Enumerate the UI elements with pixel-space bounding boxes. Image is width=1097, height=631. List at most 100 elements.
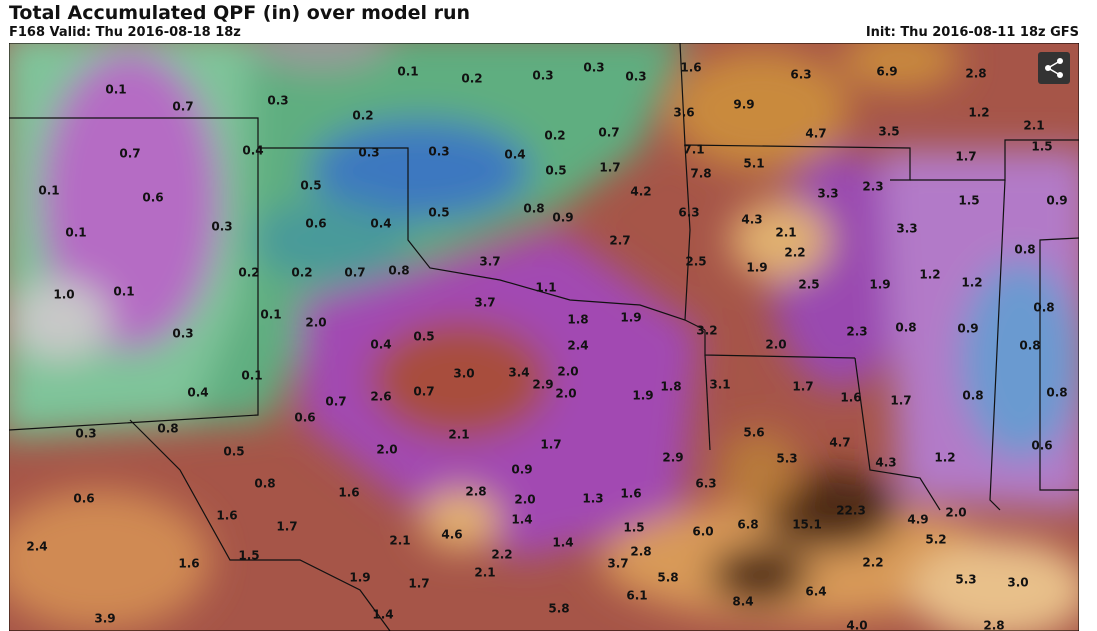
qpf-label: 0.8 <box>1014 243 1035 257</box>
qpf-label: 4.6 <box>441 528 462 542</box>
qpf-label: 0.8 <box>962 389 983 403</box>
share-button[interactable] <box>1038 52 1070 84</box>
qpf-label: 2.0 <box>557 365 578 379</box>
qpf-label: 3.2 <box>696 324 717 338</box>
qpf-label: 0.9 <box>511 463 532 477</box>
qpf-label: 2.8 <box>965 67 986 81</box>
qpf-label: 0.8 <box>157 422 178 436</box>
qpf-label: 1.7 <box>408 577 429 591</box>
qpf-label: 2.0 <box>765 338 786 352</box>
qpf-label: 0.1 <box>397 65 418 79</box>
qpf-label: 0.3 <box>583 61 604 75</box>
qpf-label: 0.3 <box>358 146 379 160</box>
qpf-label: 0.3 <box>172 327 193 341</box>
qpf-label: 1.2 <box>968 106 989 120</box>
qpf-label: 0.8 <box>1046 386 1067 400</box>
qpf-label: 1.2 <box>934 451 955 465</box>
qpf-label: 0.2 <box>461 72 482 86</box>
qpf-label: 3.0 <box>1007 576 1028 590</box>
qpf-label: 4.7 <box>805 127 826 141</box>
qpf-label: 4.3 <box>741 213 762 227</box>
qpf-label: 6.1 <box>626 589 647 603</box>
qpf-label: 1.5 <box>1031 140 1052 154</box>
qpf-label: 3.3 <box>896 222 917 236</box>
qpf-label: 0.1 <box>113 285 134 299</box>
qpf-label: 0.6 <box>73 492 94 506</box>
title: Total Accumulated QPF (in) over model ru… <box>9 2 471 24</box>
qpf-label: 0.7 <box>598 126 619 140</box>
qpf-label: 0.5 <box>300 179 321 193</box>
qpf-label: 0.3 <box>75 427 96 441</box>
qpf-label: 0.9 <box>1046 194 1067 208</box>
qpf-label: 3.0 <box>453 367 474 381</box>
qpf-label: 0.8 <box>388 264 409 278</box>
qpf-label: 1.6 <box>338 486 359 500</box>
qpf-label: 2.0 <box>945 506 966 520</box>
qpf-label: 0.1 <box>241 369 262 383</box>
qpf-label: 0.1 <box>65 226 86 240</box>
qpf-label: 2.3 <box>862 180 883 194</box>
qpf-label: 3.6 <box>673 106 694 120</box>
qpf-label: 2.2 <box>491 548 512 562</box>
qpf-label: 3.3 <box>817 187 838 201</box>
qpf-label: 2.9 <box>532 378 553 392</box>
qpf-label: 6.4 <box>805 585 826 599</box>
qpf-label: 6.3 <box>790 68 811 82</box>
qpf-label: 1.8 <box>660 380 681 394</box>
qpf-label: 1.4 <box>511 513 532 527</box>
header: Total Accumulated QPF (in) over model ru… <box>0 0 1097 43</box>
qpf-label: 1.9 <box>632 389 653 403</box>
qpf-label: 0.5 <box>413 330 434 344</box>
qpf-label: 2.3 <box>846 325 867 339</box>
qpf-label: 1.7 <box>276 520 297 534</box>
qpf-label: 2.5 <box>798 278 819 292</box>
qpf-label: 1.6 <box>680 61 701 75</box>
qpf-label: 22.3 <box>836 504 866 518</box>
qpf-label: 1.3 <box>582 492 603 506</box>
qpf-label: 2.1 <box>389 534 410 548</box>
qpf-label: 0.8 <box>254 477 275 491</box>
qpf-label: 6.3 <box>678 206 699 220</box>
qpf-label: 0.2 <box>291 266 312 280</box>
qpf-label: 2.2 <box>862 556 883 570</box>
qpf-label: 0.3 <box>428 145 449 159</box>
qpf-label: 4.7 <box>829 436 850 450</box>
qpf-label: 0.9 <box>552 211 573 225</box>
qpf-label: 0.4 <box>242 144 263 158</box>
qpf-label: 2.1 <box>1023 119 1044 133</box>
qpf-label: 15.1 <box>792 518 822 532</box>
qpf-label: 0.6 <box>305 217 326 231</box>
qpf-label: 4.2 <box>630 185 651 199</box>
qpf-label: 2.8 <box>630 545 651 559</box>
qpf-label: 1.6 <box>620 487 641 501</box>
qpf-label: 0.2 <box>238 266 259 280</box>
qpf-label: 6.9 <box>876 65 897 79</box>
qpf-label: 1.9 <box>349 571 370 585</box>
qpf-label: 5.3 <box>776 452 797 466</box>
qpf-label: 3.7 <box>479 255 500 269</box>
qpf-label: 0.5 <box>223 445 244 459</box>
qpf-label: 1.6 <box>178 557 199 571</box>
qpf-label: 0.4 <box>187 386 208 400</box>
qpf-label: 2.1 <box>448 428 469 442</box>
qpf-label: 0.3 <box>267 94 288 108</box>
qpf-label: 0.2 <box>352 109 373 123</box>
qpf-label: 1.2 <box>919 268 940 282</box>
qpf-label: 9.9 <box>733 98 754 112</box>
qpf-label: 3.7 <box>607 557 628 571</box>
valid-time: F168 Valid: Thu 2016-08-18 18z <box>9 25 241 40</box>
qpf-label: 3.1 <box>709 378 730 392</box>
qpf-label: 5.6 <box>743 426 764 440</box>
qpf-label: 2.1 <box>775 226 796 240</box>
qpf-label: 3.9 <box>94 612 115 626</box>
qpf-label: 1.7 <box>540 438 561 452</box>
qpf-label: 1.9 <box>746 261 767 275</box>
qpf-label: 2.0 <box>514 493 535 507</box>
qpf-label: 1.7 <box>792 380 813 394</box>
qpf-label: 2.4 <box>567 339 588 353</box>
qpf-label: 1.4 <box>552 536 573 550</box>
qpf-label: 1.6 <box>216 509 237 523</box>
qpf-label: 2.7 <box>609 234 630 248</box>
qpf-label: 0.2 <box>544 129 565 143</box>
